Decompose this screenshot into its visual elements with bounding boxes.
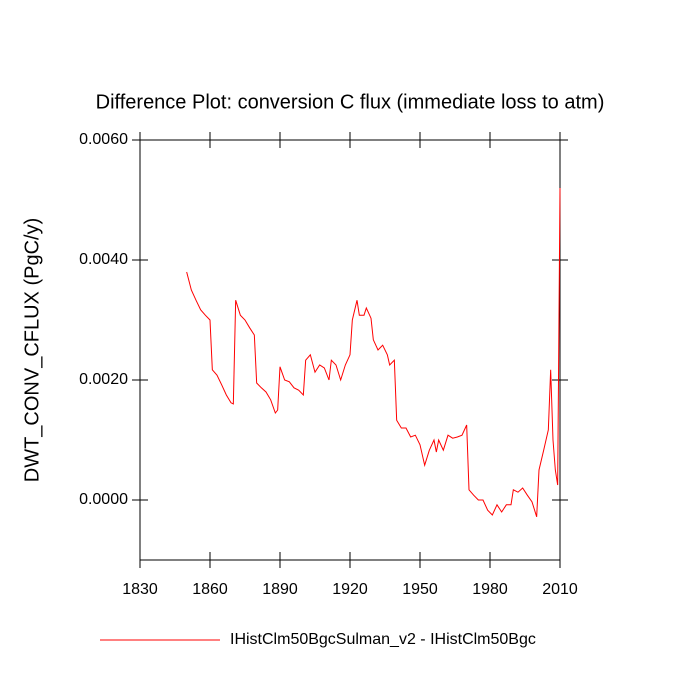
x-tick-label: 1920: [332, 581, 368, 598]
y-axis-label: DWT_CONV_CFLUX (PgC/y): [21, 218, 43, 482]
x-tick-label: 1860: [192, 581, 228, 598]
x-tick-label: 2010: [542, 581, 578, 598]
y-tick-label: 0.0040: [79, 251, 128, 268]
y-tick-label: 0.0020: [79, 371, 128, 388]
x-tick-label: 1980: [472, 581, 508, 598]
y-tick-label: 0.0060: [79, 131, 128, 148]
data-line: [186, 187, 561, 517]
legend-label: IHistClm50BgcSulman_v2 - IHistClm50Bgc: [230, 631, 536, 648]
x-tick-label: 1890: [262, 581, 298, 598]
x-tick-label: 1830: [122, 581, 158, 598]
chart-title: Difference Plot: conversion C flux (imme…: [96, 91, 605, 113]
x-tick-label: 1950: [402, 581, 438, 598]
y-tick-label: 0.0000: [79, 491, 128, 508]
